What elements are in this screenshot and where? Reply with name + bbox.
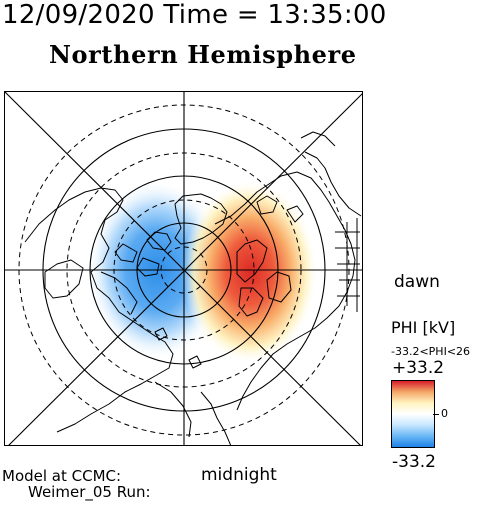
colorbar-title: PHI [kV] (391, 318, 456, 337)
meridian-lines (5, 92, 362, 445)
colorbar-max-label: +33.2 (392, 358, 445, 378)
midnight-label: midnight (201, 465, 277, 485)
grid-boxes (335, 218, 360, 312)
colorbar-min-label: -33.2 (392, 452, 436, 472)
polar-potential-map (4, 91, 363, 446)
coastlines (24, 131, 362, 445)
polar-map-svg (5, 92, 362, 445)
colorbar (391, 380, 435, 448)
run-label: Weimer_05 Run: (28, 483, 151, 501)
colorbar-zero-tick (433, 414, 439, 415)
dawn-label: dawn (394, 272, 440, 292)
date-time-title: 12/09/2020 Time = 13:35:00 (2, 0, 387, 30)
model-label: Model at CCMC: (2, 467, 122, 485)
colorbar-range: -33.2<PHI<26 (391, 345, 471, 358)
colorbar-zero-label: 0 (441, 407, 448, 420)
positive-potential-lobe (182, 180, 318, 364)
hemisphere-title: Northern Hemisphere (49, 40, 357, 69)
